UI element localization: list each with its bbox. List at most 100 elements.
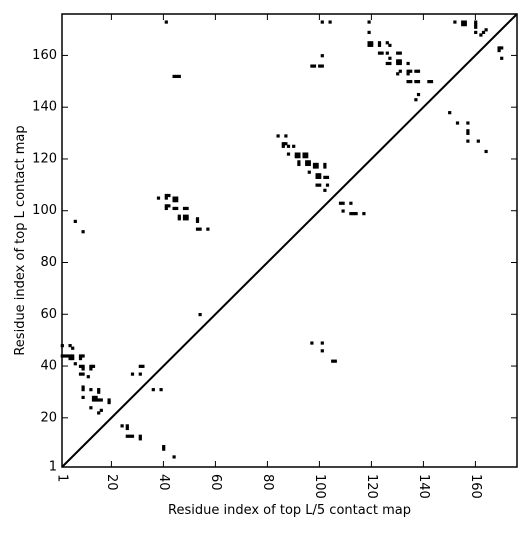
contact-cell-top-l bbox=[120, 424, 124, 428]
contact-cell-top-l5 bbox=[398, 59, 402, 63]
x-tick-label: 120 bbox=[364, 474, 379, 499]
contact-cell-top-l bbox=[198, 312, 202, 317]
contact-cell-top-l5 bbox=[476, 139, 480, 143]
contact-cell-top-l bbox=[172, 199, 176, 203]
contact-cell-top-l5 bbox=[398, 69, 402, 73]
x-tick-label: 1 bbox=[55, 474, 70, 482]
contact-cell-top-l5 bbox=[406, 72, 410, 76]
contact-cell-top-l bbox=[162, 444, 166, 449]
contact-cell-top-l bbox=[81, 367, 85, 371]
contact-cell-top-l5 bbox=[377, 51, 382, 55]
contact-cell-top-l bbox=[107, 400, 111, 405]
contact-cell-top-l bbox=[99, 408, 103, 412]
contact-cell-top-l bbox=[86, 375, 90, 379]
contact-cell-top-l5 bbox=[323, 175, 327, 179]
contact-cell-top-l5 bbox=[318, 64, 322, 68]
contact-cell-top-l bbox=[130, 434, 135, 438]
y-tick-label: 80 bbox=[40, 255, 57, 270]
contact-cell-top-l5 bbox=[305, 162, 309, 167]
contact-cell-top-l bbox=[73, 362, 77, 366]
contact-cell-top-l5 bbox=[455, 121, 460, 125]
contact-cell-top-l bbox=[94, 395, 98, 400]
contact-cell-top-l5 bbox=[305, 155, 309, 159]
contact-cell-top-l5 bbox=[328, 20, 332, 24]
contact-cell-top-l bbox=[195, 227, 200, 231]
diagonal-line bbox=[61, 13, 518, 468]
contact-cell-top-l bbox=[310, 341, 314, 345]
contact-cell-top-l5 bbox=[414, 98, 418, 102]
contact-cell-top-l5 bbox=[474, 20, 478, 24]
contact-cell-top-l5 bbox=[497, 48, 501, 53]
contact-cell-top-l bbox=[78, 364, 83, 368]
contact-cell-top-l5 bbox=[398, 51, 402, 55]
contact-cell-top-l bbox=[71, 354, 75, 358]
contact-cell-top-l bbox=[164, 204, 168, 208]
contact-cell-top-l5 bbox=[409, 69, 413, 73]
contact-cell-top-l5 bbox=[318, 173, 322, 177]
contact-cell-top-l5 bbox=[354, 212, 358, 216]
contact-cell-top-l5 bbox=[292, 144, 296, 148]
contact-cell-top-l bbox=[125, 426, 129, 431]
contact-cell-top-l5 bbox=[294, 152, 298, 156]
contact-cell-top-l bbox=[195, 219, 200, 223]
contact-cell-top-l5 bbox=[380, 51, 384, 55]
contact-cell-top-l5 bbox=[307, 160, 311, 164]
contact-cell-top-l5 bbox=[414, 80, 418, 84]
contact-cell-top-l bbox=[182, 214, 187, 218]
contact-cell-top-l5 bbox=[466, 139, 470, 143]
contact-cell-top-l5 bbox=[315, 162, 319, 167]
contact-cell-top-l5 bbox=[307, 162, 311, 167]
contact-cell-top-l5 bbox=[463, 20, 467, 24]
contact-cell-top-l bbox=[99, 398, 103, 402]
contact-cell-top-l bbox=[78, 356, 83, 361]
contact-cell-top-l5 bbox=[172, 74, 176, 79]
contact-cell-top-l5 bbox=[297, 152, 301, 156]
contact-cell-top-l5 bbox=[388, 43, 392, 47]
contact-cell-top-l bbox=[172, 455, 176, 459]
contact-cell-top-l5 bbox=[284, 134, 288, 138]
contact-cell-top-l bbox=[89, 364, 93, 368]
contact-cell-top-l bbox=[94, 398, 98, 402]
contact-cell-top-l bbox=[195, 217, 200, 221]
contact-cell-top-l5 bbox=[396, 72, 400, 76]
contact-cell-top-l5 bbox=[281, 142, 285, 146]
contact-cell-top-l bbox=[182, 217, 187, 221]
contact-cell-top-l5 bbox=[409, 80, 413, 84]
contact-cell-top-l5 bbox=[175, 74, 179, 79]
contact-cell-top-l5 bbox=[500, 56, 504, 60]
contact-cell-top-l5 bbox=[312, 162, 317, 167]
contact-cell-top-l bbox=[167, 204, 171, 208]
x-axis-label: Residue index of top L/5 contact map bbox=[168, 503, 411, 518]
x-tick-label: 140 bbox=[416, 474, 431, 499]
contact-cell-top-l bbox=[320, 341, 324, 345]
x-tick-label: 160 bbox=[468, 474, 483, 499]
contact-cell-top-l5 bbox=[377, 43, 382, 47]
contact-cell-top-l bbox=[164, 196, 168, 200]
contact-cell-top-l bbox=[97, 388, 101, 392]
contact-cell-top-l bbox=[331, 359, 335, 363]
contact-cell-top-l5 bbox=[164, 20, 168, 24]
contact-cell-top-l bbox=[167, 193, 171, 198]
contact-cell-top-l5 bbox=[297, 155, 301, 159]
y-tick-label: 120 bbox=[32, 151, 57, 166]
y-axis-label: Residue index of top L contact map bbox=[13, 125, 28, 355]
contact-cell-top-l bbox=[65, 354, 70, 358]
contact-cell-top-l bbox=[141, 364, 145, 368]
contact-cell-top-l5 bbox=[461, 23, 465, 27]
contact-cell-top-l5 bbox=[315, 183, 319, 187]
contact-cell-top-l5 bbox=[281, 144, 285, 148]
contact-cell-top-l5 bbox=[349, 212, 353, 216]
contact-cell-top-l bbox=[185, 214, 189, 218]
contact-cell-top-l5 bbox=[481, 30, 486, 35]
contact-cell-top-l5 bbox=[396, 51, 400, 55]
contact-cell-top-l5 bbox=[406, 80, 410, 84]
contact-cell-top-l5 bbox=[448, 111, 452, 115]
contact-cell-top-l5 bbox=[341, 201, 345, 205]
contact-cell-top-l5 bbox=[351, 212, 356, 216]
contact-cell-top-l5 bbox=[312, 165, 317, 169]
contact-cell-top-l5 bbox=[453, 20, 457, 24]
contact-cell-top-l bbox=[97, 411, 101, 415]
contact-cell-top-l5 bbox=[338, 201, 343, 205]
contact-cell-top-l bbox=[81, 364, 85, 368]
